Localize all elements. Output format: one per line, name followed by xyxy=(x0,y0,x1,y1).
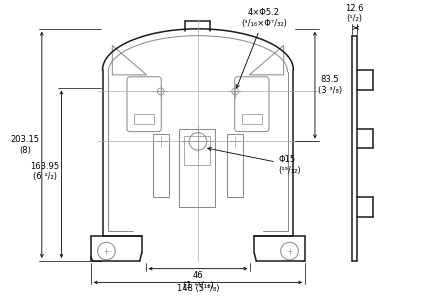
Bar xyxy=(227,134,243,197)
Text: 4×Φ5.2
(³/₁₆×Φ⁷/₃₂): 4×Φ5.2 (³/₁₆×Φ⁷/₃₂) xyxy=(236,8,287,88)
Text: Φ15
(¹⁹/₃₂): Φ15 (¹⁹/₃₂) xyxy=(208,147,301,175)
Bar xyxy=(242,114,262,124)
Bar xyxy=(154,134,169,197)
Text: 203.15
(8): 203.15 (8) xyxy=(11,135,40,154)
Text: 83.5
(3 ³/₈): 83.5 (3 ³/₈) xyxy=(318,75,342,95)
Text: 46
(1 ¹³/₁₆): 46 (1 ¹³/₁₆) xyxy=(183,271,213,290)
Text: 12.6
(¹/₂): 12.6 (¹/₂) xyxy=(345,4,364,23)
Bar xyxy=(184,136,210,165)
Text: 148 (5 ⁷/₈): 148 (5 ⁷/₈) xyxy=(177,284,219,293)
Bar xyxy=(179,129,215,207)
Bar xyxy=(134,114,154,124)
Text: 163.95
(6 ¹/₂): 163.95 (6 ¹/₂) xyxy=(31,162,59,181)
